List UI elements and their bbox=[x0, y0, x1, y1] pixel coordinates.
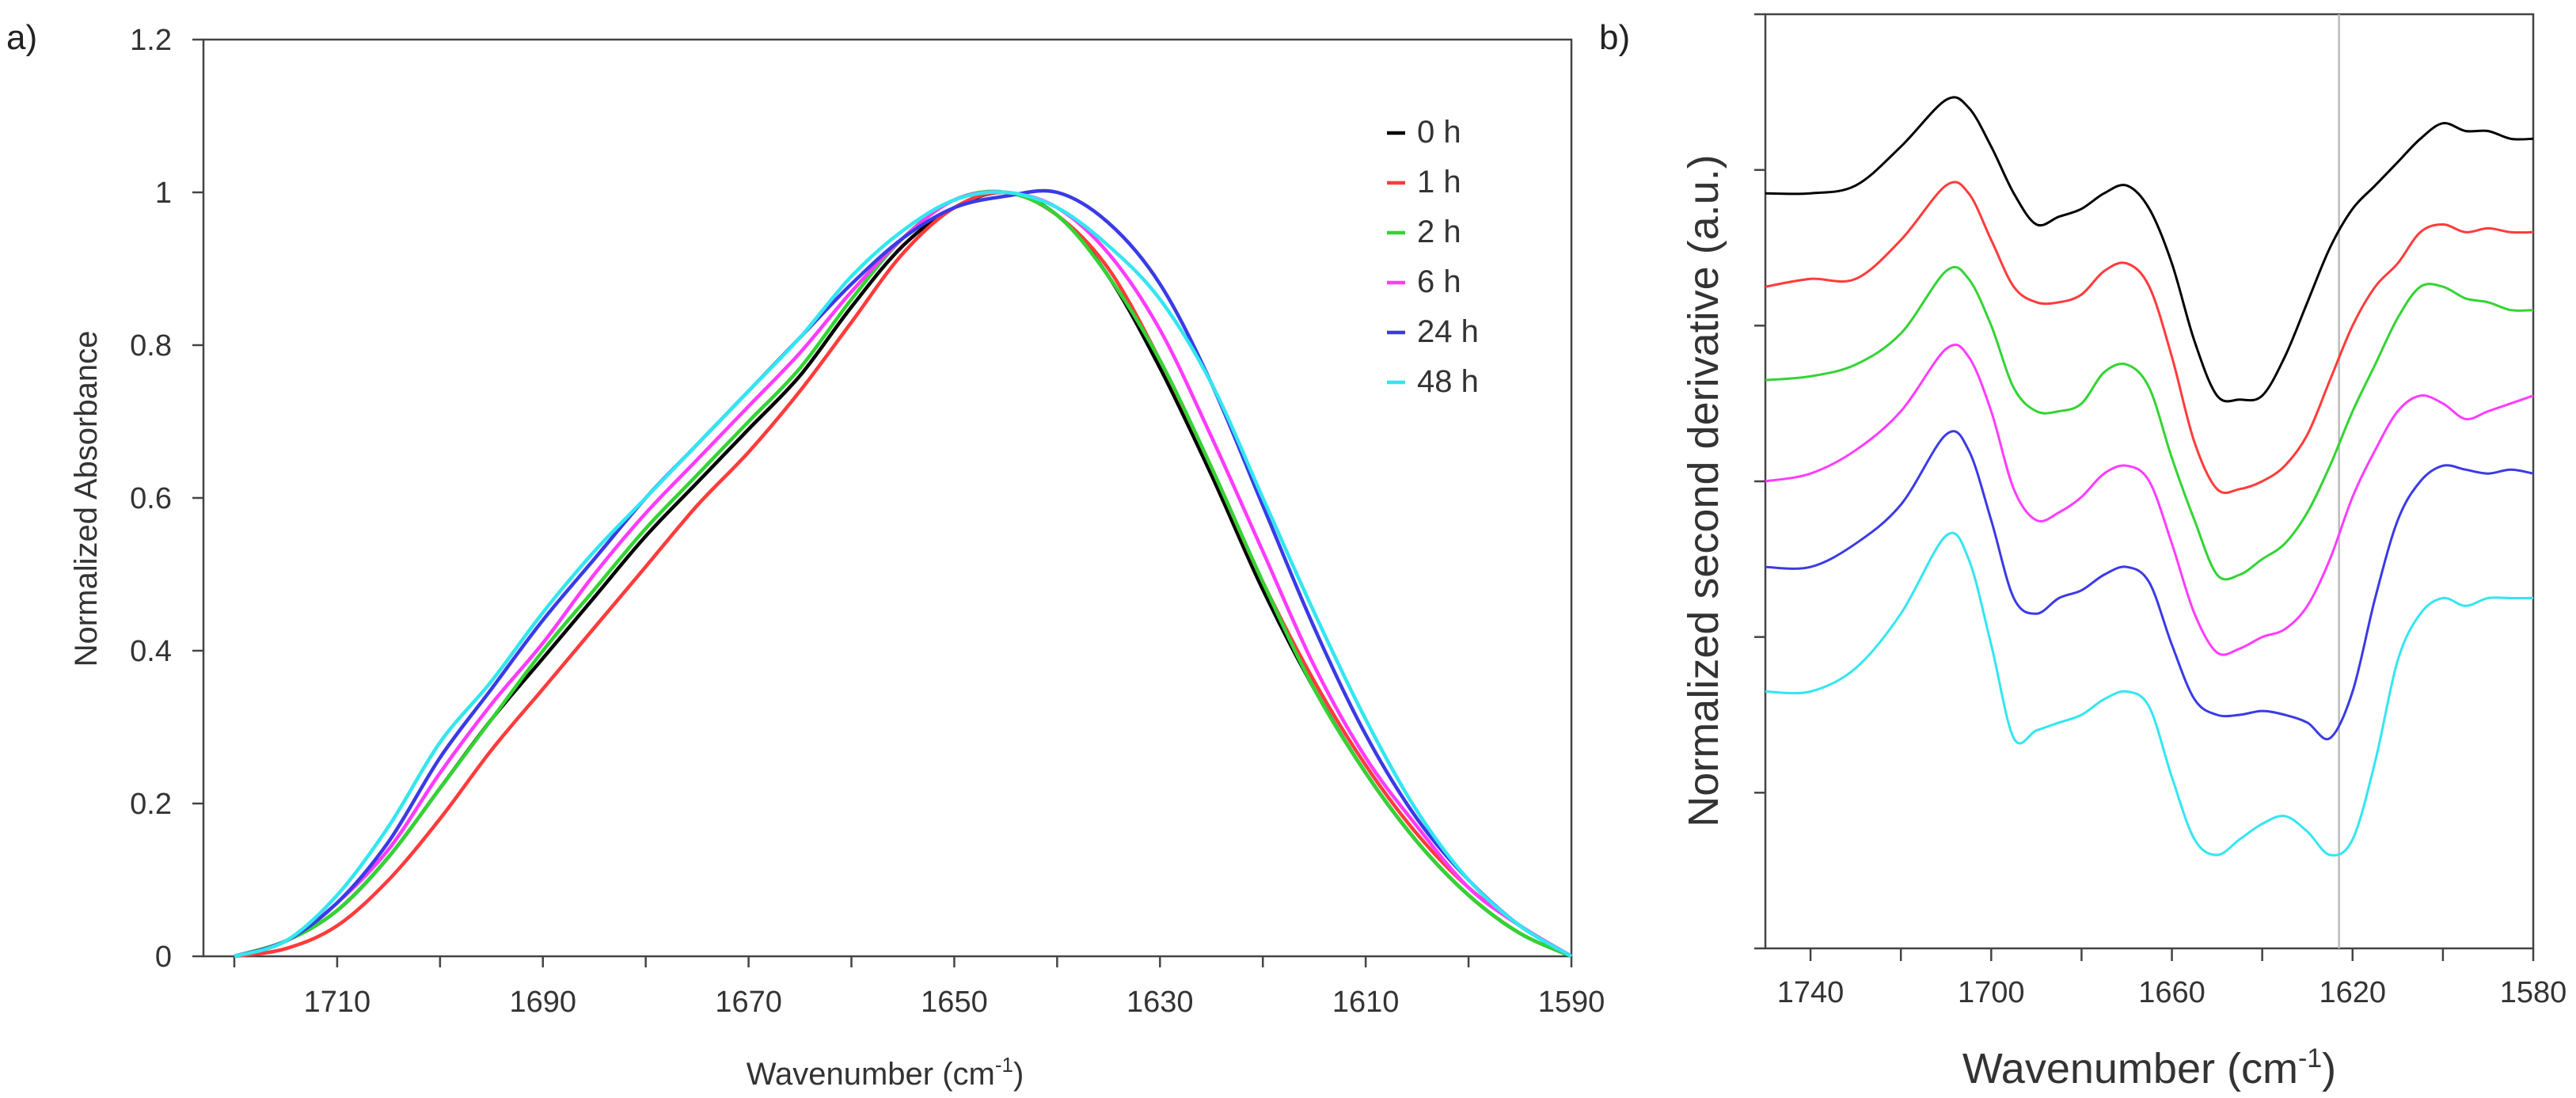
panel-label-a: a) bbox=[6, 18, 37, 57]
legend-label: 0 h bbox=[1417, 115, 1461, 150]
x-tick-label-b: 1740 bbox=[1777, 976, 1845, 1009]
series-line-a-24h bbox=[234, 188, 1573, 959]
x-tick-label-a: 1590 bbox=[1538, 986, 1605, 1019]
x-tick-label-b: 1620 bbox=[2319, 976, 2386, 1009]
legend-a: 0 h 1 h 2 h 6 h 24 h 48 h bbox=[1387, 115, 1479, 399]
y-ticks-b bbox=[1754, 13, 1765, 950]
series-line-a-1h bbox=[234, 190, 1573, 959]
y-tick-label-a: 0.2 bbox=[130, 788, 172, 821]
y-tick-label-a: 0 bbox=[155, 940, 172, 974]
x-tick-label-b: 1660 bbox=[2138, 976, 2206, 1009]
panel-label-b: b) bbox=[1599, 18, 1630, 57]
x-tick-label-a: 1630 bbox=[1127, 986, 1194, 1019]
series-line-a-2h bbox=[234, 189, 1572, 959]
x-tick-label-b: 1580 bbox=[2500, 976, 2567, 1009]
series-line-b-24h bbox=[1765, 430, 2534, 741]
x-ticks-b: 1740 1700 1660 1620 1580 bbox=[1777, 948, 2567, 1009]
y-axis-title-a: Normalized Absorbance bbox=[69, 331, 104, 667]
x-axis-title-b: Wavenumber (cm-1) bbox=[1962, 1043, 2336, 1092]
x-tick-label-b: 1700 bbox=[1958, 976, 2025, 1009]
series-line-a-0h bbox=[234, 190, 1572, 959]
series-lines-a bbox=[234, 188, 1573, 959]
y-tick-label-a: 0.4 bbox=[130, 635, 172, 668]
panel-a: a) 0 0.2 0.4 0.6 0.8 1 1.2 1710 1690 1670 1650 163… bbox=[6, 18, 1605, 1092]
x-tick-label-a: 1710 bbox=[304, 986, 371, 1019]
series-line-b-1h bbox=[1765, 180, 2534, 495]
legend-label: 1 h bbox=[1417, 165, 1461, 199]
series-line-b-0h bbox=[1765, 96, 2534, 403]
series-line-a-48h bbox=[234, 190, 1573, 959]
legend-label: 24 h bbox=[1417, 314, 1479, 349]
x-tick-label-a: 1690 bbox=[509, 986, 576, 1019]
series-line-b-2h bbox=[1765, 266, 2534, 581]
y-tick-label-a: 1 bbox=[155, 177, 172, 210]
panel-b: b) 1740 1700 1660 1620 1580 Wavenumber (cm-1… bbox=[1599, 13, 2567, 1092]
legend-label: 6 h bbox=[1417, 264, 1461, 299]
series-line-b-6h bbox=[1765, 343, 2534, 656]
legend-label: 2 h bbox=[1417, 215, 1461, 249]
y-tick-label-a: 1.2 bbox=[130, 24, 172, 57]
y-ticks-a: 0 0.2 0.4 0.6 0.8 1 1.2 bbox=[130, 24, 203, 974]
x-tick-label-a: 1670 bbox=[715, 986, 782, 1019]
x-tick-label-a: 1650 bbox=[921, 986, 988, 1019]
x-ticks-a: 1710 1690 1670 1650 1630 1610 1590 bbox=[233, 956, 1605, 1019]
legend-label: 48 h bbox=[1417, 364, 1479, 399]
y-axis-title-b: Normalized second derivative (a.u.) bbox=[1680, 154, 1727, 826]
y-tick-label-a: 0.8 bbox=[130, 329, 172, 363]
x-tick-label-a: 1610 bbox=[1332, 986, 1400, 1019]
series-lines-b bbox=[1765, 96, 2534, 857]
series-line-b-48h bbox=[1765, 531, 2533, 857]
series-line-a-6h bbox=[234, 190, 1573, 959]
y-tick-label-a: 0.6 bbox=[130, 482, 172, 515]
x-axis-title-a: Wavenumber (cm-1) bbox=[747, 1053, 1024, 1092]
